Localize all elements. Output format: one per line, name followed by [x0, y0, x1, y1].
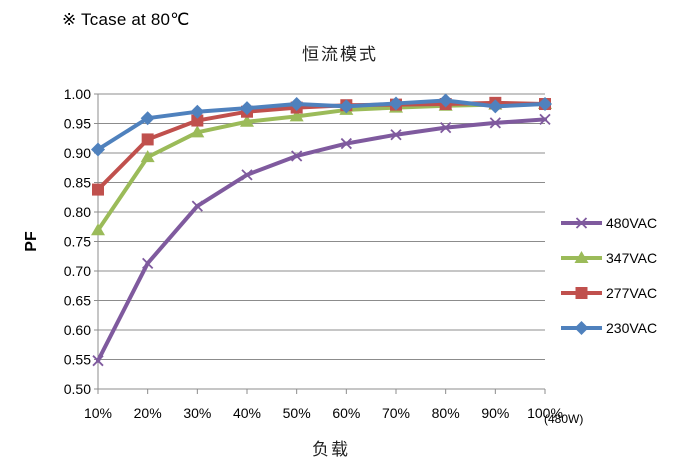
y-tick-label: 0.70 [64, 263, 91, 279]
series-line [96, 98, 547, 152]
data-point [289, 109, 304, 122]
chart-title: 恒流模式 [302, 45, 378, 65]
x-unit-note: (480W) [544, 412, 583, 426]
x-tick-label: 50% [283, 405, 311, 421]
legend-label: 230VAC [606, 320, 657, 336]
data-point [538, 97, 552, 112]
legend-marker [574, 321, 589, 335]
legend-marker [575, 217, 588, 229]
data-series [91, 93, 552, 367]
x-tick-label: 20% [134, 405, 162, 421]
data-point [91, 223, 105, 236]
y-tick-label: 0.50 [64, 381, 91, 397]
y-tick-labels: 0.50 0.55 0.60 0.65 0.70 0.75 0.80 0.85 0.90 0.95… [64, 86, 91, 397]
legend-marker [575, 287, 588, 299]
y-tick-label: 0.85 [64, 175, 91, 191]
data-point [191, 200, 203, 212]
data-point [92, 355, 104, 367]
legend-item: 230VAC [561, 320, 657, 336]
series-230vac [91, 93, 552, 157]
data-point [191, 114, 204, 127]
data-point [141, 133, 154, 146]
data-point [140, 150, 155, 163]
data-point [240, 101, 254, 116]
legend-label: 277VAC [606, 285, 657, 301]
data-point [142, 257, 154, 269]
legend-item: 480VAC [561, 215, 657, 231]
data-point [140, 111, 155, 126]
data-point [91, 142, 105, 157]
y-axis-label: PF [23, 231, 40, 252]
data-point [489, 117, 501, 129]
x-tick-label: 90% [481, 405, 509, 421]
x-tick-label: 10% [84, 405, 112, 421]
y-tick-label: 0.55 [64, 352, 91, 368]
data-point [340, 137, 352, 150]
data-point [339, 99, 354, 114]
y-tick-label: 0.60 [64, 322, 91, 338]
data-point [539, 113, 551, 126]
legend: 480VAC 347VAC 277VAC 230VAC [561, 215, 657, 336]
x-axis-label: 负载 [312, 440, 350, 460]
series-line [96, 117, 547, 363]
x-tick-labels: 10% 20% 30% 40% 50% 60% 70% 80% 90% 100% [84, 405, 563, 421]
x-tick-label: 40% [233, 405, 261, 421]
data-point [241, 169, 253, 181]
axes [94, 93, 546, 394]
data-point [289, 97, 304, 112]
data-point [240, 114, 254, 127]
legend-label: 480VAC [606, 215, 657, 231]
legend-item: 347VAC [561, 250, 657, 266]
y-tick-label: 1.00 [64, 86, 91, 102]
y-tick-label: 0.65 [64, 293, 91, 309]
x-tick-label: 30% [183, 405, 211, 421]
legend-item: 277VAC [561, 285, 657, 301]
data-point [190, 104, 205, 119]
y-tick-label: 0.90 [64, 145, 91, 161]
data-point [390, 129, 402, 141]
data-point [389, 96, 403, 111]
x-tick-label: 80% [432, 405, 460, 421]
data-point [488, 99, 503, 114]
y-tick-label: 0.80 [64, 204, 91, 220]
data-point [190, 125, 205, 138]
chart-note: ※ Tcase at 80℃ [62, 10, 190, 29]
y-tick-label: 0.75 [64, 234, 91, 250]
y-tick-label: 0.95 [64, 116, 91, 132]
x-tick-label: 60% [332, 405, 360, 421]
legend-marker [574, 251, 589, 263]
data-point [438, 93, 453, 108]
data-point [440, 121, 452, 134]
series-480vac [92, 113, 551, 367]
grid-lines [98, 93, 545, 390]
data-point [92, 183, 104, 196]
x-tick-label: 100% [527, 405, 563, 421]
legend-label: 347VAC [606, 250, 657, 266]
x-tick-label: 70% [382, 405, 410, 421]
data-point [291, 150, 303, 162]
